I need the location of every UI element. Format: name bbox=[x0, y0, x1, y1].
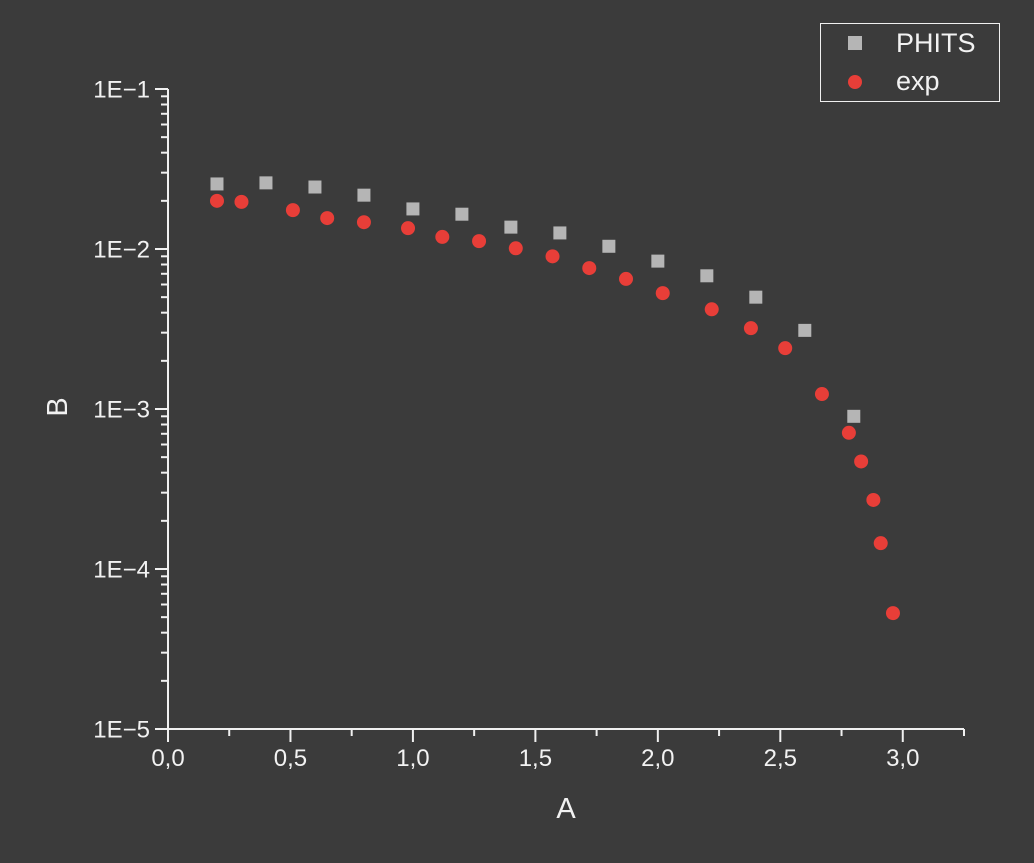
y-axis-title: B bbox=[41, 397, 74, 417]
series-PHITS-point bbox=[210, 177, 224, 191]
series-exp-point bbox=[873, 536, 888, 551]
series-PHITS-point bbox=[455, 207, 469, 221]
series-exp-point bbox=[655, 286, 670, 301]
series-exp-point bbox=[234, 194, 249, 209]
series-PHITS-point bbox=[749, 290, 763, 304]
x-tick-label: 1,5 bbox=[519, 745, 552, 772]
series-exp-point bbox=[778, 341, 793, 356]
x-tick-label: 0,5 bbox=[274, 745, 307, 772]
series-exp-point bbox=[582, 261, 597, 276]
series-exp-point bbox=[814, 387, 829, 402]
series-exp-point bbox=[472, 234, 487, 249]
series-PHITS-point bbox=[259, 176, 273, 190]
x-tick-label: 0,0 bbox=[151, 745, 184, 772]
series-exp-point bbox=[356, 215, 371, 230]
y-tick-label: 1E−4 bbox=[93, 556, 150, 583]
series-PHITS-point bbox=[553, 226, 567, 240]
series-exp-point bbox=[885, 606, 900, 621]
series-exp-point bbox=[401, 221, 416, 236]
series-PHITS-point bbox=[406, 202, 420, 216]
x-tick-label: 2,5 bbox=[764, 745, 797, 772]
series-exp-point bbox=[209, 193, 224, 208]
y-tick-label: 1E−5 bbox=[93, 716, 150, 743]
x-tick-label: 1,0 bbox=[396, 745, 429, 772]
series-PHITS-point bbox=[357, 188, 371, 202]
circle-marker-icon bbox=[848, 74, 862, 89]
series-exp-point bbox=[508, 241, 523, 256]
legend-label: PHITS bbox=[896, 27, 976, 58]
series-PHITS-point bbox=[651, 254, 665, 268]
legend-item-exp: exp bbox=[848, 66, 999, 98]
series-exp-point bbox=[704, 302, 719, 317]
square-marker-icon bbox=[848, 36, 862, 51]
y-tick-label: 1E−2 bbox=[93, 236, 150, 263]
legend-label: exp bbox=[896, 66, 940, 97]
legend-box: PHITS exp bbox=[820, 23, 1000, 102]
series-exp-point bbox=[285, 203, 300, 218]
legend-item-phits: PHITS bbox=[848, 27, 999, 59]
series-exp-point bbox=[743, 321, 758, 336]
series-exp-point bbox=[435, 229, 450, 244]
series-exp-point bbox=[841, 425, 856, 440]
series-PHITS-point bbox=[308, 180, 322, 194]
series-exp-point bbox=[320, 211, 335, 226]
series-PHITS-point bbox=[700, 269, 714, 283]
series-PHITS-point bbox=[504, 220, 518, 234]
y-tick-label: 1E−1 bbox=[93, 76, 150, 103]
series-PHITS-point bbox=[602, 239, 616, 253]
series-exp-point bbox=[619, 271, 634, 286]
y-tick-label: 1E−3 bbox=[93, 396, 150, 423]
x-tick-label: 3,0 bbox=[886, 745, 919, 772]
x-tick-label: 2,0 bbox=[641, 745, 674, 772]
series-PHITS-point bbox=[847, 409, 861, 423]
x-axis-title: A bbox=[556, 793, 576, 825]
series-exp-point bbox=[854, 454, 869, 469]
series-exp-point bbox=[545, 249, 560, 264]
series-PHITS-point bbox=[798, 323, 812, 337]
series-exp-point bbox=[866, 492, 881, 507]
